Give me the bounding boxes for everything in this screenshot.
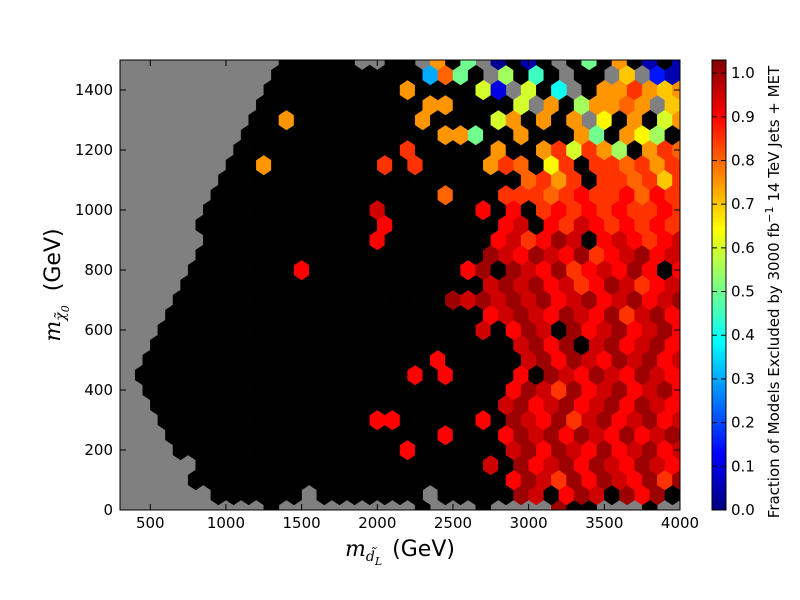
colorbar-tick-label: 0.7 (731, 195, 755, 213)
y-tick-label: 200 (84, 441, 113, 459)
x-axis-label: md̃L (GeV) (345, 537, 455, 568)
y-label-unit: (GeV) (41, 228, 66, 291)
colorbar-tick-label: 0.8 (731, 151, 755, 169)
hex-cell (641, 60, 658, 71)
x-label-subsub: L (374, 555, 382, 568)
colorbar-tick-label: 0.6 (731, 239, 755, 257)
y-tick-label: 400 (84, 381, 113, 399)
x-tick-label: 2000 (358, 514, 396, 532)
hex-cell (657, 60, 673, 71)
x-label-symbol: m (345, 537, 366, 562)
x-label-unit: (GeV) (392, 537, 455, 562)
y-label-sub: χ̃ (53, 311, 69, 322)
colorbar-tick-label: 0.1 (731, 457, 755, 475)
colorbar-label-superscript: −1 (763, 207, 776, 223)
y-label-symbol: m (41, 321, 66, 342)
hex-cell (536, 60, 552, 71)
hex-cell (399, 60, 416, 71)
x-label-sub: d̃ (366, 546, 377, 565)
colorbar-label: Fraction of Models Excluded by 3000 fb−1… (763, 65, 783, 518)
colorbar-tick-label: 0.4 (731, 326, 755, 344)
hex-cell (626, 60, 643, 71)
y-tick-label: 800 (84, 261, 113, 279)
colorbar-tick-label: 0.2 (731, 414, 755, 432)
hex-cell (505, 60, 522, 71)
hex-cell (672, 60, 680, 71)
x-tick-label: 1500 (283, 514, 321, 532)
hex-layer (134, 60, 680, 510)
hex-cell (430, 60, 446, 71)
colorbar-label-text: Fraction of Models Excluded by 3000 fb (765, 223, 783, 518)
y-tick-label: 1400 (75, 81, 113, 99)
hex-cell (324, 60, 340, 71)
hex-cell (490, 60, 507, 71)
colorbar-tick-label: 0.9 (731, 108, 755, 126)
hex-cell (278, 60, 295, 71)
y-tick-label: 1000 (75, 201, 113, 219)
hex-cell (611, 60, 628, 71)
y-tick-label: 600 (84, 321, 113, 339)
hex-cell (339, 60, 355, 71)
x-tick-label: 3000 (510, 514, 548, 532)
x-tick-label: 500 (136, 514, 165, 532)
colorbar (711, 59, 727, 511)
hex-cell (384, 60, 401, 71)
colorbar-tick-label: 0.5 (731, 283, 755, 301)
hex-cell (581, 60, 597, 71)
hex-cell (308, 60, 325, 71)
y-tick-label: 1200 (75, 141, 113, 159)
colorbar-tick-label: 0.3 (731, 370, 755, 388)
hex-cell (460, 60, 476, 71)
axes-frame (119, 59, 681, 511)
x-tick-label: 4000 (661, 514, 699, 532)
y-label-subsub: 0 (59, 305, 72, 312)
colorbar-tick-label: 1.0 (731, 64, 755, 82)
y-axis-label: mχ̃0 (GeV) (41, 228, 72, 341)
x-tick-label: 3500 (585, 514, 623, 532)
x-tick-label: 2500 (434, 514, 472, 532)
hex-cell (566, 60, 582, 71)
x-tick-label: 1000 (207, 514, 245, 532)
y-tick-label: 0 (103, 501, 113, 519)
colorbar-label-after: 14 TeV Jets + MET (765, 65, 783, 202)
colorbar-tick-label: 0.0 (731, 501, 755, 519)
